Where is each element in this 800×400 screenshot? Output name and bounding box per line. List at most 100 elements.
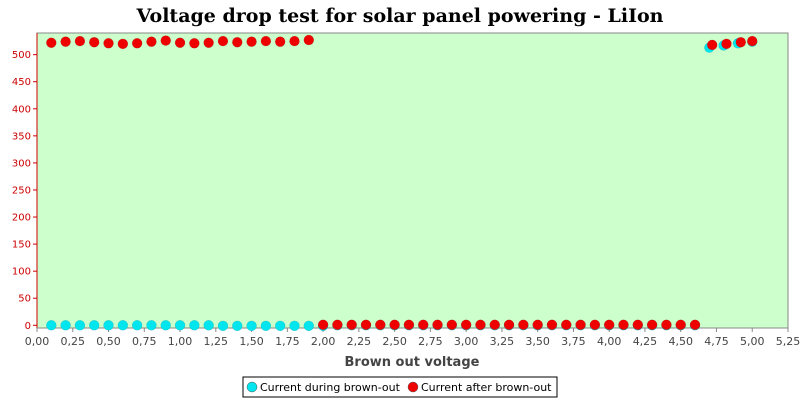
x-tick-label: 3,50 [525, 335, 550, 348]
x-axis: 0,00 0,25 0,50 0,75 1,00 1,25 1,50 1,75 2,00 2,25… [25, 327, 800, 348]
y-tick-label: 50 [18, 294, 31, 305]
y-tick-label: 250 [12, 185, 31, 196]
data-point [60, 320, 71, 331]
x-tick-label: 1,25 [204, 335, 229, 348]
data-point [332, 319, 343, 331]
x-tick-label: 1,50 [239, 335, 264, 348]
data-point [575, 319, 586, 331]
y-tick-label: 400 [12, 104, 31, 115]
x-tick-label: 2,25 [347, 335, 372, 348]
data-point [117, 38, 129, 50]
x-tick-label: 4,75 [704, 335, 729, 348]
data-point [661, 319, 672, 331]
x-tick-label: 0,50 [96, 335, 121, 348]
data-point [589, 319, 601, 331]
x-tick-label: 5,00 [740, 335, 765, 348]
data-point [403, 319, 415, 331]
data-point [260, 320, 272, 332]
x-tick-label: 0,25 [61, 335, 86, 348]
y-tick-label: 300 [12, 158, 31, 169]
x-tick-label: 4,50 [668, 335, 693, 348]
data-point [389, 319, 400, 331]
data-point [460, 319, 472, 331]
y-tick-label: 350 [12, 131, 31, 142]
data-point [646, 319, 658, 331]
data-point [74, 35, 86, 47]
y-axis: 0 50 100 150 200 250 300 350 400 450 500 [12, 33, 38, 332]
x-tick-label: 4,00 [597, 335, 622, 348]
data-points [46, 34, 758, 332]
data-point [618, 319, 629, 331]
legend-label-during: Current during brown-out [260, 381, 401, 394]
data-point [203, 37, 214, 48]
data-point [632, 319, 644, 331]
data-point [88, 320, 100, 331]
data-point [217, 320, 229, 332]
data-point [246, 36, 257, 47]
legend-label-after: Current after brown-out [421, 381, 552, 394]
x-tick-label: 0,00 [25, 335, 50, 348]
data-point [160, 35, 171, 46]
data-point [503, 319, 515, 331]
legend: Current during brown-out Current after b… [242, 376, 558, 398]
y-tick-label: 450 [12, 77, 31, 88]
data-point [203, 320, 214, 331]
data-point [289, 35, 300, 47]
x-tick-label: 3,00 [454, 335, 479, 348]
x-tick-label: 3,75 [561, 335, 586, 348]
data-point [532, 319, 543, 331]
x-tick-label: 0,75 [132, 335, 157, 348]
data-point [603, 319, 615, 331]
legend-swatch-after [407, 381, 419, 393]
data-point [432, 319, 443, 331]
data-point [675, 319, 686, 331]
data-point [246, 320, 257, 332]
data-point [489, 319, 501, 331]
data-point [346, 319, 357, 331]
data-point [475, 319, 486, 331]
x-tick-label: 2,50 [382, 335, 407, 348]
plot-area [36, 32, 789, 329]
y-tick-label: 100 [12, 267, 31, 278]
y-tick-label: 500 [12, 50, 31, 61]
data-point [317, 319, 329, 331]
series-after [46, 34, 758, 331]
x-tick-label: 2,75 [418, 335, 443, 348]
data-point [88, 36, 100, 48]
x-tick-label: 4,25 [633, 335, 658, 348]
legend-box [242, 376, 558, 398]
data-point [274, 320, 286, 332]
data-point [131, 38, 143, 49]
data-point [189, 320, 200, 331]
data-point [232, 36, 243, 48]
data-point [146, 36, 157, 47]
data-point [174, 37, 186, 48]
data-point [74, 320, 86, 331]
data-point [446, 319, 458, 331]
x-tick-label: 3,25 [490, 335, 515, 348]
data-point [518, 319, 529, 331]
legend-swatch-during [246, 381, 258, 393]
data-point [146, 320, 157, 331]
data-point [375, 319, 386, 331]
data-point [103, 38, 114, 49]
data-point [260, 35, 272, 47]
data-point [217, 35, 229, 47]
data-point [546, 319, 558, 331]
data-point [274, 36, 286, 47]
y-tick-label: 150 [12, 240, 31, 251]
data-point [131, 320, 143, 331]
data-point [561, 319, 572, 331]
data-point [721, 38, 732, 50]
data-point [417, 319, 429, 331]
data-point [174, 320, 186, 331]
data-point [746, 35, 758, 47]
data-point [360, 319, 372, 331]
data-point [303, 34, 315, 46]
x-tick-label: 1,00 [168, 335, 193, 348]
chart-title: Voltage drop test for solar panel poweri… [136, 5, 664, 27]
data-point [689, 319, 701, 331]
data-point [735, 36, 747, 48]
data-point [60, 36, 71, 47]
